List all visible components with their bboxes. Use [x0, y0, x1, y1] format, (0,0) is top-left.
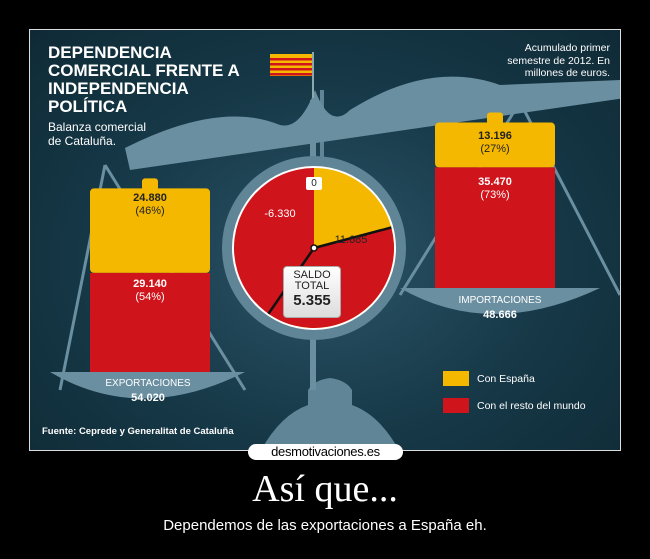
infographic-title: DEPENDENCIA COMERCIAL FRENTE A INDEPENDE… — [48, 43, 240, 116]
saldo-box: SALDO TOTAL 5.355 — [283, 266, 341, 318]
gauge-pivot — [310, 244, 318, 252]
units-note: Acumulado primer semestre de 2012. En mi… — [507, 42, 610, 79]
right-pan — [400, 288, 600, 314]
imports-world-label: 35.470 (73%) — [478, 176, 512, 201]
catalan-flag-icon — [270, 52, 314, 98]
bar-world-exportaciones — [90, 272, 210, 372]
bar-spain-importaciones — [435, 122, 555, 168]
imports-spain-label: 13.196 (27%) — [478, 130, 512, 155]
gauge-zero-label: 0 — [306, 177, 322, 190]
imports-total: IMPORTACIONES 48.666 — [458, 295, 542, 321]
exports-spain-label: 24.880 (46%) — [133, 192, 167, 217]
site-logo[interactable]: desmotivaciones.es — [248, 444, 403, 460]
legend-swatch — [443, 371, 469, 386]
source-note: Fuente: Ceprede y Generalitat de Cataluñ… — [42, 426, 234, 437]
gauge-needle — [313, 226, 392, 250]
gauge-negative-label: -6.330 — [264, 208, 296, 220]
weight-handle — [487, 112, 503, 125]
exports-world-label: 29.140 (54%) — [133, 278, 167, 303]
scale-beam — [125, 76, 620, 170]
legend-spain: Con España — [443, 371, 535, 386]
bar-spain-exportaciones — [90, 188, 210, 273]
poster-caption: Así que... — [252, 468, 398, 510]
left-pan — [50, 372, 245, 399]
bar-world-importaciones — [435, 167, 555, 288]
exports-total: EXPORTACIONES 54.020 — [105, 378, 191, 404]
poster-subcaption: Dependemos de las exportaciones a España… — [163, 517, 487, 534]
gauge-positive-label: 11.685 — [334, 234, 368, 246]
infographic-subtitle: Balanza comercial de Cataluña. — [48, 120, 147, 148]
legend-swatch — [443, 398, 469, 413]
legend-world: Con el resto del mundo — [443, 398, 586, 413]
weight-handle — [142, 178, 158, 191]
infographic: DEPENDENCIA COMERCIAL FRENTE A INDEPENDE… — [29, 29, 621, 451]
